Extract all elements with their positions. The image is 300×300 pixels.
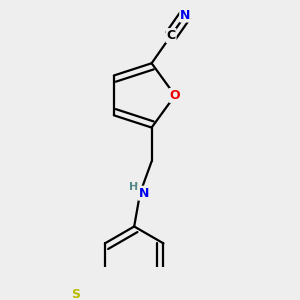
Text: N: N: [138, 187, 149, 200]
Text: C: C: [167, 29, 176, 42]
Text: H: H: [129, 182, 139, 192]
Text: O: O: [170, 89, 180, 102]
Text: N: N: [180, 9, 190, 22]
Text: S: S: [71, 288, 80, 300]
